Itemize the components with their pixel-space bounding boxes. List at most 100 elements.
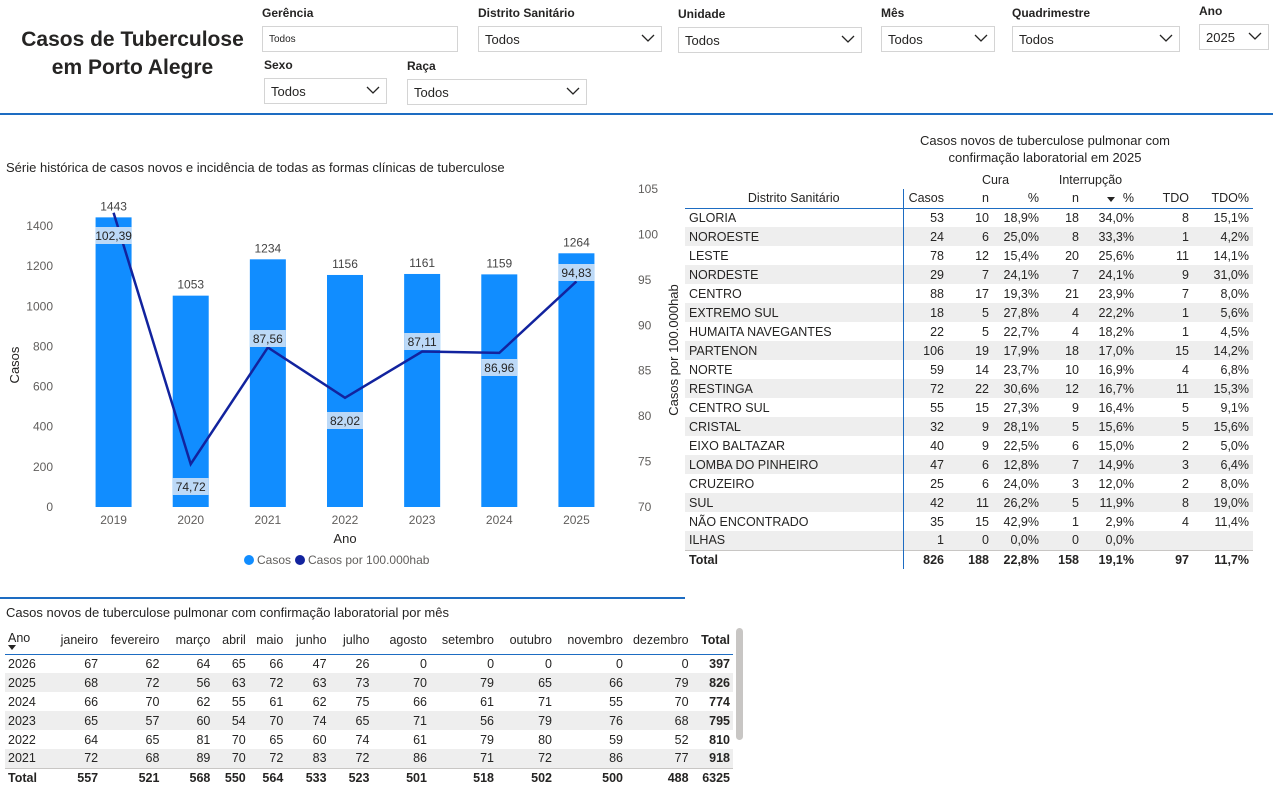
district-value-cell: 25 <box>930 476 944 491</box>
district-row[interactable]: HUMAITA NAVEGANTES 22 5 22,7% 4 18,2% 1 4,5% <box>685 322 1253 341</box>
x-tick-label: 2024 <box>486 513 513 527</box>
col-header-casos[interactable]: Casos <box>903 189 948 209</box>
district-value-cell: 12 <box>975 248 989 263</box>
district-value-cell: 7 <box>948 265 993 284</box>
col-header-month[interactable]: agosto <box>372 627 430 655</box>
mes-dropdown[interactable]: Todos <box>881 26 995 52</box>
col-header-tdo[interactable]: TDO <box>1138 189 1193 209</box>
col-header-month[interactable]: fevereiro <box>101 627 163 655</box>
total-value-cell: 557 <box>46 767 102 787</box>
col-header-label: fevereiro <box>110 633 160 648</box>
col-header-interrupcao-pct[interactable]: % <box>1083 189 1138 209</box>
month-row[interactable]: 2024 66 70 62 55 61 62 75 66 61 71 55 70 774 <box>5 692 733 711</box>
filter-unidade: Unidade Todos <box>678 7 862 53</box>
district-row[interactable]: RESTINGA 72 22 30,6% 12 16,7% 11 15,3% <box>685 379 1253 398</box>
month-row[interactable]: 2022 64 65 81 70 65 60 74 61 79 80 59 52 810 <box>5 730 733 749</box>
sort-desc-icon <box>1106 191 1115 205</box>
x-axis-title: Ano <box>333 531 356 546</box>
district-row[interactable]: GLORIA 53 10 18,9% 18 34,0% 8 15,1% <box>685 208 1253 227</box>
month-value-cell: 81 <box>196 732 211 747</box>
col-header-total[interactable]: Total <box>691 627 733 655</box>
line-value-label: 94,83 <box>561 266 591 280</box>
district-row[interactable]: CENTRO 88 17 19,3% 21 23,9% 7 8,0% <box>685 284 1253 303</box>
col-header-month[interactable]: dezembro <box>626 627 692 655</box>
col-header-month[interactable]: setembro <box>429 627 498 655</box>
district-value-cell: 22 <box>948 379 993 398</box>
col-header-month[interactable]: novembro <box>555 627 626 655</box>
col-header-month[interactable]: março <box>162 627 214 655</box>
col-header-month[interactable]: maio <box>248 627 287 655</box>
month-value-cell: 72 <box>497 749 555 768</box>
x-tick-label: 2020 <box>177 513 204 527</box>
month-table-scrollbar[interactable] <box>736 628 743 740</box>
col-header-month[interactable]: junho <box>286 627 330 655</box>
district-row[interactable]: CRISTAL 32 9 28,1% 5 15,6% 5 15,6% <box>685 417 1253 436</box>
district-row[interactable]: PARTENON 106 19 17,9% 18 17,0% 15 14,2% <box>685 341 1253 360</box>
district-row[interactable]: EIXO BALTAZAR 40 9 22,5% 6 15,0% 2 5,0% <box>685 436 1253 455</box>
col-header-interrupcao-n[interactable]: n <box>1043 189 1083 209</box>
district-value-cell: 1 <box>1138 303 1193 322</box>
month-value-cell: 68 <box>101 749 163 768</box>
district-value-cell: 12 <box>1043 379 1083 398</box>
col-header-tdo-pct[interactable]: TDO% <box>1193 189 1253 209</box>
district-row[interactable]: LESTE 78 12 15,4% 20 25,6% 11 14,1% <box>685 246 1253 265</box>
district-row[interactable]: EXTREMO SUL 18 5 27,8% 4 22,2% 1 5,6% <box>685 303 1253 322</box>
gerencia-dropdown[interactable]: Todos <box>262 26 458 52</box>
month-value-cell: 0 <box>487 656 495 671</box>
legend-dot-incidencia <box>295 555 306 565</box>
district-name-cell: RESTINGA <box>685 379 904 398</box>
district-row[interactable]: ILHAS 1 0 0,0% 0 0,0% <box>685 531 1253 550</box>
col-header-distrito[interactable]: Distrito Sanitário <box>685 189 904 209</box>
unidade-dropdown[interactable]: Todos <box>678 27 862 53</box>
district-value-cell: 7 <box>1043 455 1083 474</box>
district-row[interactable]: NORDESTE 29 7 24,1% 7 24,1% 9 31,0% <box>685 265 1253 284</box>
legend-item-casos[interactable]: Casos <box>244 553 291 567</box>
col-header-ano[interactable]: Ano <box>5 627 47 655</box>
district-value-cell: 8 <box>1043 227 1083 246</box>
col-header-cura-n[interactable]: n <box>948 189 993 209</box>
filter-quadrimestre: Quadrimestre Todos <box>1012 6 1180 52</box>
district-value-cell: 25,0% <box>993 227 1043 246</box>
month-value-cell: 63 <box>213 673 249 692</box>
col-header-month[interactable]: outubro <box>497 627 555 655</box>
year-cell: 2026 <box>8 656 36 671</box>
month-row[interactable]: 2021 72 68 89 70 72 83 72 86 71 72 86 77 918 <box>5 749 733 768</box>
total-value-cell: 188 <box>948 549 993 569</box>
district-value-cell: 14,9% <box>1083 455 1138 474</box>
district-value-cell: 6 <box>948 227 993 246</box>
month-row[interactable]: 2026 67 62 64 65 66 47 26 0 0 0 0 0 397 <box>5 654 733 673</box>
quadrimestre-dropdown[interactable]: Todos <box>1012 26 1180 52</box>
total-value-cell: 11,7% <box>1193 549 1253 569</box>
month-row[interactable]: 2025 68 72 56 63 72 63 73 70 79 65 66 79 826 <box>5 673 733 692</box>
district-row[interactable]: CRUZEIRO 25 6 24,0% 3 12,0% 2 8,0% <box>685 474 1253 493</box>
district-row[interactable]: NOROESTE 24 6 25,0% 8 33,3% 1 4,2% <box>685 227 1253 246</box>
bar-value-label: 1234 <box>255 241 282 255</box>
sexo-dropdown[interactable]: Todos <box>264 78 387 104</box>
district-value-cell: 5 <box>1182 400 1189 415</box>
distrito-dropdown[interactable]: Todos <box>478 26 662 52</box>
col-header-label: novembro <box>567 633 623 648</box>
district-value-cell: 3 <box>1072 476 1079 491</box>
month-row[interactable]: 2023 65 57 60 54 70 74 65 71 56 79 76 68 795 <box>5 711 733 730</box>
col-header-month[interactable]: julho <box>329 627 373 655</box>
month-value-cell: 63 <box>286 673 330 692</box>
district-name-cell: SUL <box>685 493 904 512</box>
district-row[interactable]: NORTE 59 14 23,7% 10 16,9% 4 6,8% <box>685 360 1253 379</box>
bar-value-label: 1443 <box>100 199 127 213</box>
col-header-cura-pct[interactable]: % <box>993 189 1043 209</box>
header-divider <box>0 113 1273 115</box>
line-label-bg <box>404 333 441 350</box>
district-row[interactable]: CENTRO SUL 55 15 27,3% 9 16,4% 5 9,1% <box>685 398 1253 417</box>
total-value-cell: 568 <box>162 767 214 787</box>
legend-item-incidencia[interactable]: Casos por 100.000hab <box>295 553 429 567</box>
district-row[interactable]: SUL 42 11 26,2% 5 11,9% 8 19,0% <box>685 493 1253 512</box>
ano-dropdown[interactable]: 2025 <box>1199 24 1269 50</box>
col-header-month[interactable]: janeiro <box>46 627 102 655</box>
month-value-cell: 66 <box>555 673 626 692</box>
district-row[interactable]: NÃO ENCONTRADO 35 15 42,9% 1 2,9% 4 11,4% <box>685 512 1253 531</box>
district-value-cell: 22,5% <box>1003 438 1039 453</box>
col-header-month[interactable]: abril <box>213 627 249 655</box>
district-row[interactable]: LOMBA DO PINHEIRO 47 6 12,8% 7 14,9% 3 6,4% <box>685 455 1253 474</box>
raca-dropdown[interactable]: Todos <box>407 79 587 105</box>
filter-mes-label: Mês <box>881 6 905 20</box>
